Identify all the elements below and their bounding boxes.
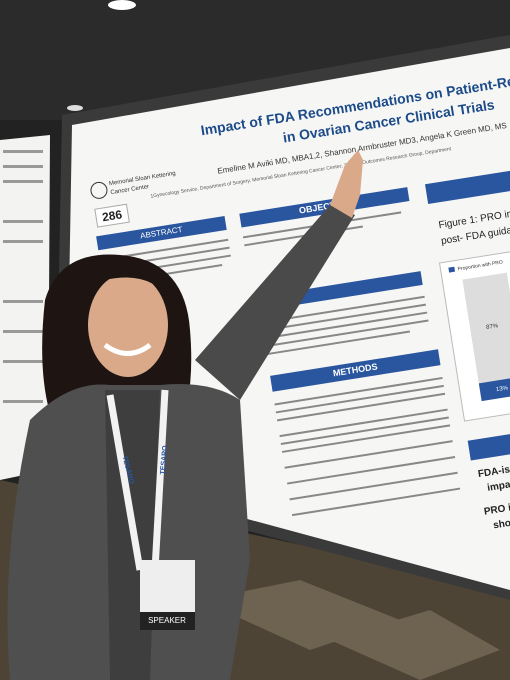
section-header <box>270 349 441 392</box>
bar-label: 87% <box>486 323 499 331</box>
poster-number: 286 <box>101 207 123 224</box>
section-header <box>425 167 510 205</box>
number-box <box>94 203 130 228</box>
raised-arm <box>195 205 355 400</box>
fringe <box>88 268 170 300</box>
carpet-pattern <box>200 580 500 680</box>
ceiling-light <box>67 105 83 111</box>
logo <box>90 181 108 199</box>
section-header <box>96 216 227 251</box>
side-poster-text <box>3 150 43 403</box>
badge-role: SPEAKER <box>148 616 186 625</box>
face <box>88 273 168 377</box>
smile <box>103 342 152 356</box>
bar-label: 13% <box>496 385 509 393</box>
badge-stripe <box>140 612 195 630</box>
section-header <box>239 187 410 228</box>
bar <box>462 272 510 384</box>
legend-swatch <box>448 266 456 273</box>
ceiling-light <box>108 0 136 10</box>
lanyard <box>106 389 169 571</box>
section-header <box>467 423 510 461</box>
hand <box>330 150 363 218</box>
lanyard-text: TESARO <box>160 445 170 475</box>
bar <box>478 376 510 402</box>
